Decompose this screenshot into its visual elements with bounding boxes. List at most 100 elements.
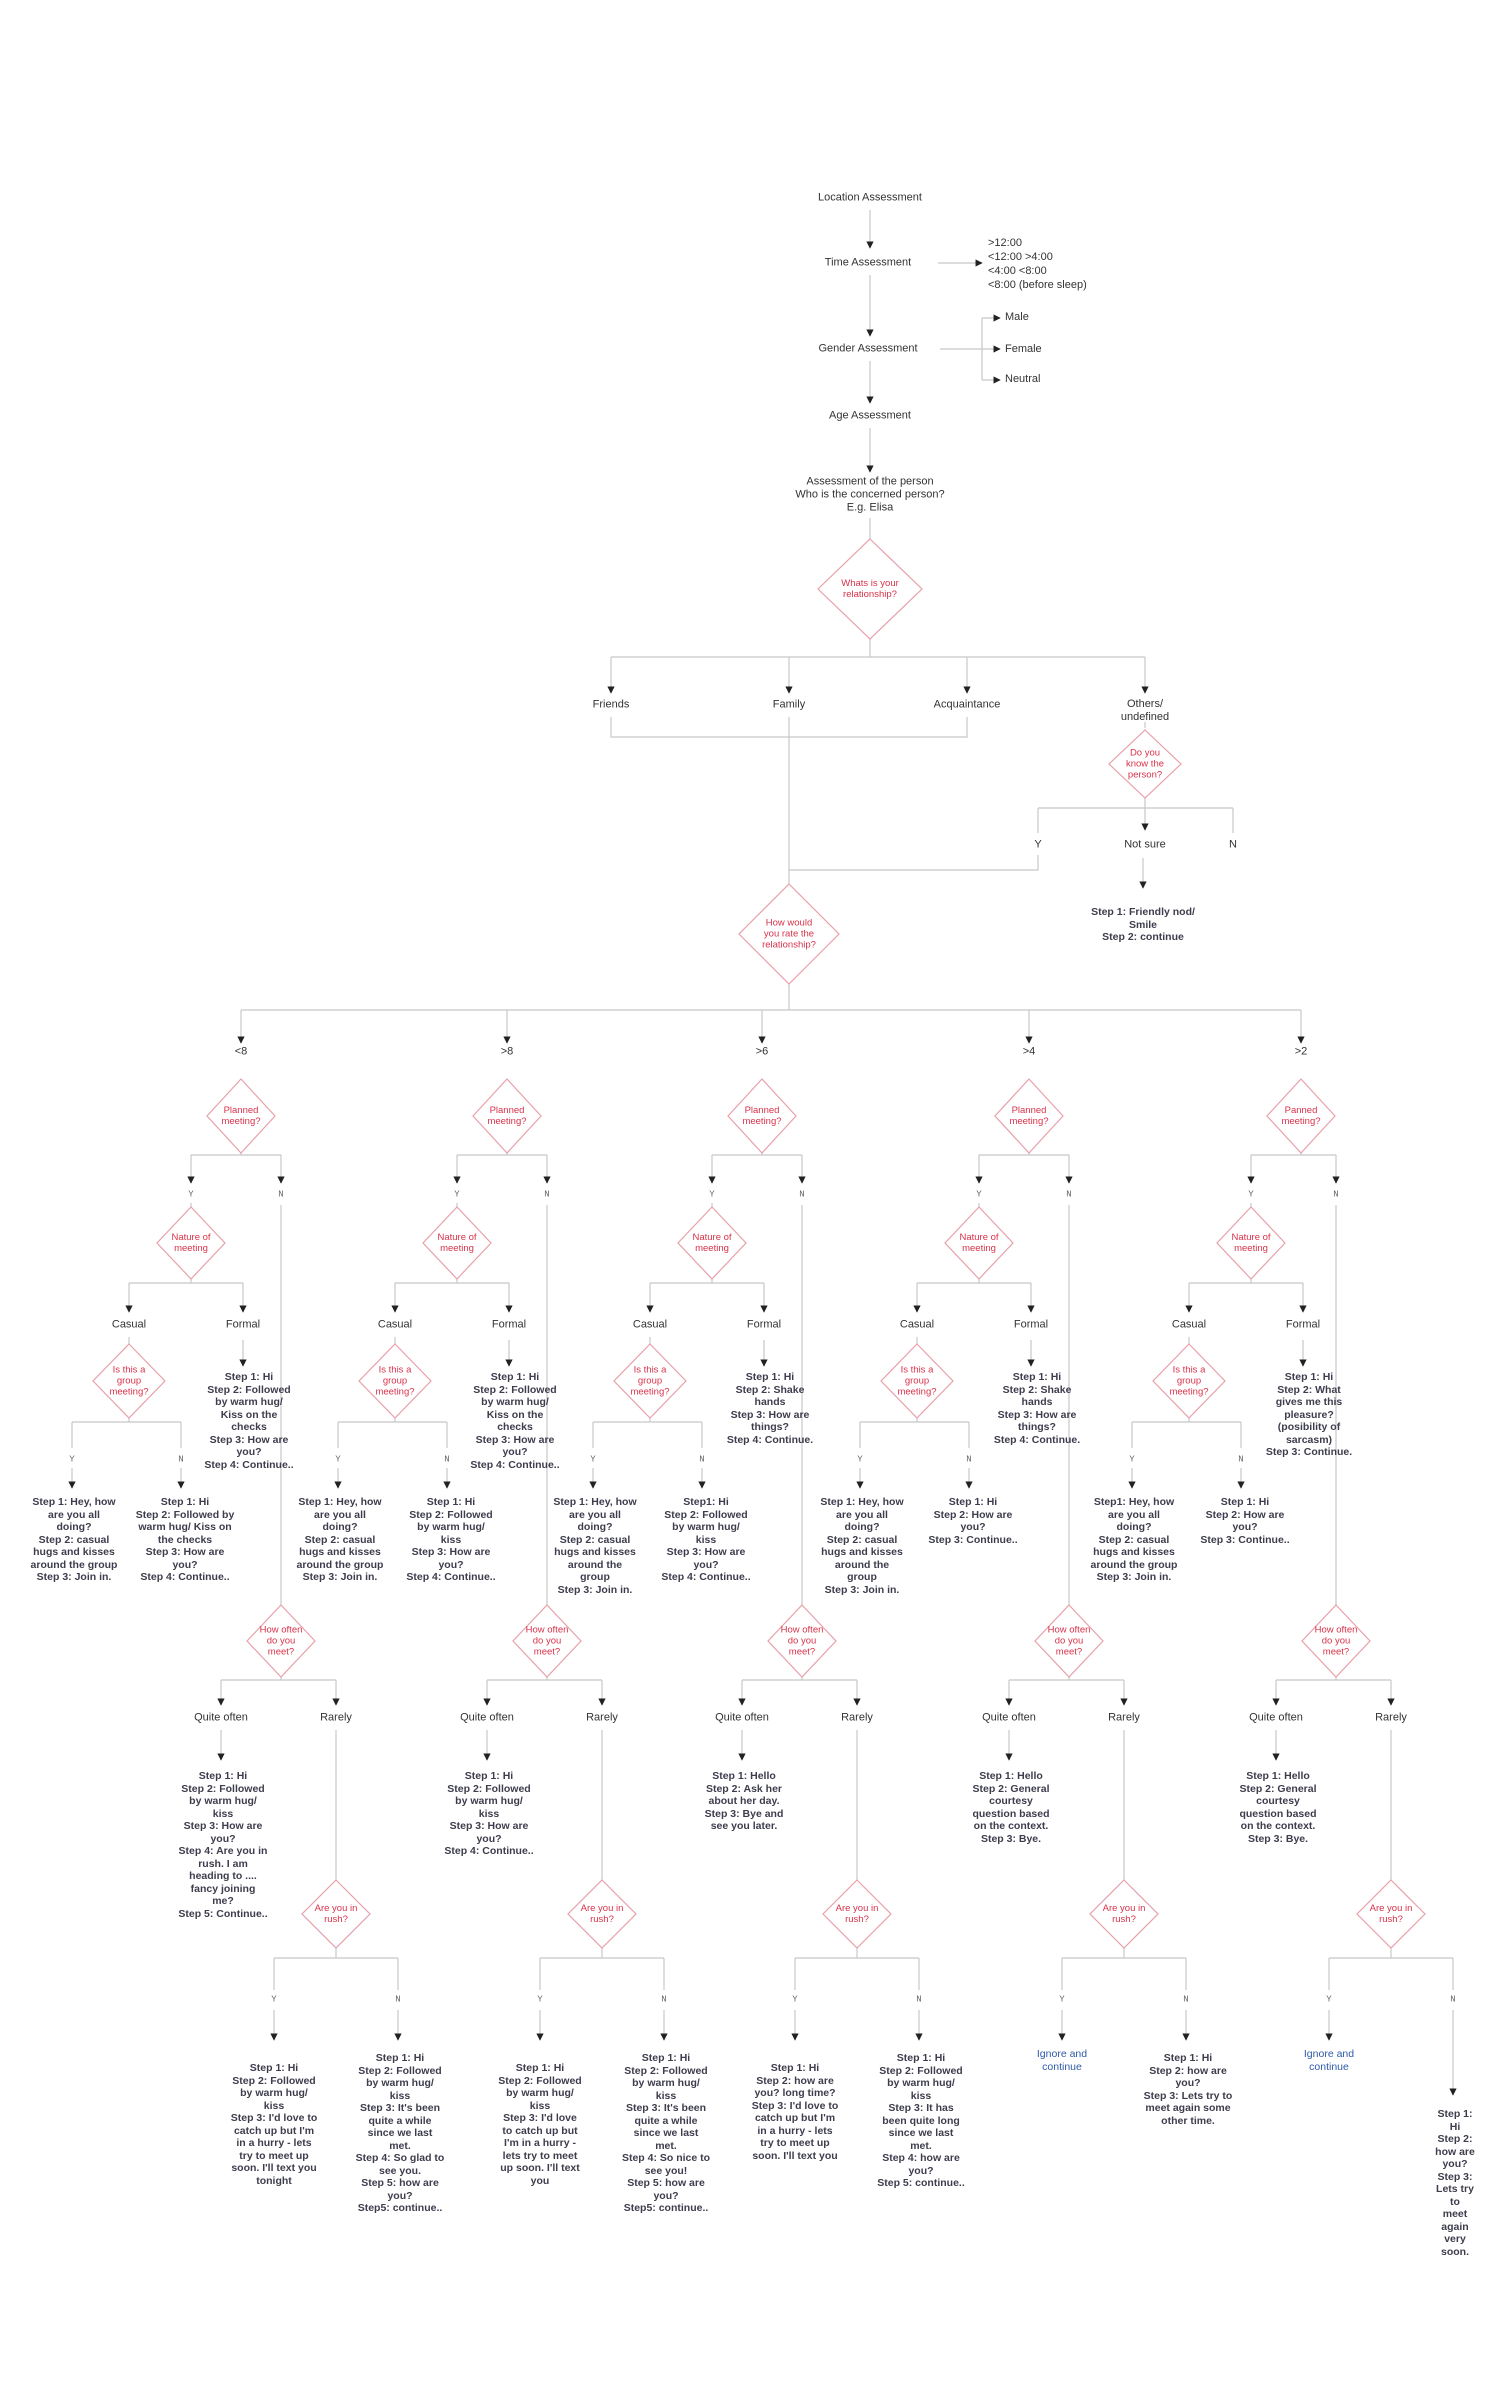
- formal-label: Formal: [1285, 1318, 1321, 1331]
- planned-meeting-question: Planned meeting?: [487, 1105, 527, 1127]
- rush-no-steps: Step 1: Hi Step 2: how are you? Step 3: …: [1435, 2108, 1475, 2258]
- quite-often-steps: Step 1: Hello Step 2: General courtesy q…: [1239, 1770, 1317, 1845]
- formal-steps: Step 1: Hi Step 2: What gives me this pl…: [1265, 1371, 1353, 1458]
- planned-meeting-diamond: [206, 1078, 276, 1154]
- in-rush-diamond: [1356, 1879, 1426, 1949]
- quite-often-steps: Step 1: Hi Step 2: Followed by warm hug/…: [178, 1770, 268, 1920]
- how-often-question: How often do you meet?: [1047, 1624, 1091, 1658]
- planned-meeting-question: Planned meeting?: [1009, 1105, 1049, 1127]
- time-option: <8:00 (before sleep): [988, 279, 1087, 291]
- group-yes-steps: Step 1: Hey, how are you all doing? Step…: [30, 1496, 118, 1583]
- planned-no: N: [1333, 1189, 1339, 1200]
- casual-label: Casual: [632, 1318, 668, 1331]
- group-meeting-question: Is this a group meeting?: [630, 1364, 670, 1398]
- group-no-steps: Step1: Hi Step 2: Followed by warm hug/ …: [661, 1496, 751, 1583]
- how-often-question: How often do you meet?: [780, 1624, 824, 1658]
- group-yes-steps: Step 1: Hey, how are you all doing? Step…: [296, 1496, 384, 1583]
- know-yes: Y: [1034, 838, 1042, 851]
- rush-no-steps: Step 1: Hi Step 2: Followed by warm hug/…: [621, 2052, 711, 2214]
- age-assessment: Age Assessment: [829, 409, 911, 422]
- group-no: N: [178, 1454, 184, 1465]
- quite-often-label: Quite often: [982, 1711, 1036, 1724]
- planned-meeting-diamond: [994, 1078, 1064, 1154]
- casual-label: Casual: [111, 1318, 147, 1331]
- time-option: >12:00: [988, 237, 1022, 249]
- quite-often-label: Quite often: [194, 1711, 248, 1724]
- rush-yes-steps: Step 1: Hi Step 2: Followed by warm hug/…: [498, 2062, 582, 2187]
- know-no: N: [1229, 838, 1237, 851]
- gender-assessment: Gender Assessment: [818, 342, 918, 355]
- gender-option-neutral: Neutral: [1005, 373, 1041, 385]
- rush-yes: Y: [271, 1994, 277, 2005]
- in-rush-question: Are you in rush?: [835, 1903, 879, 1925]
- rating-4: >2: [1294, 1045, 1308, 1058]
- know-person-diamond: [1108, 729, 1182, 799]
- casual-label: Casual: [1171, 1318, 1207, 1331]
- how-often-diamond: [1301, 1604, 1371, 1678]
- group-meeting-question: Is this a group meeting?: [897, 1364, 937, 1398]
- know-person-question: Do you know the person?: [1125, 747, 1165, 781]
- rush-yes-steps: Step 1: Hi Step 2: how are you? long tim…: [751, 2062, 839, 2162]
- quite-often-label: Quite often: [1249, 1711, 1303, 1724]
- group-yes: Y: [69, 1454, 75, 1465]
- rarely-label: Rarely: [1375, 1711, 1407, 1724]
- how-often-question: How often do you meet?: [259, 1624, 303, 1658]
- group-yes: Y: [335, 1454, 341, 1465]
- planned-meeting-question: Planned meeting?: [742, 1105, 782, 1127]
- rush-yes: Y: [792, 1994, 798, 2005]
- nature-of-meeting-question: Nature of meeting: [437, 1232, 477, 1254]
- formal-label: Formal: [746, 1318, 782, 1331]
- in-rush-question: Are you in rush?: [1369, 1903, 1413, 1925]
- nature-of-meeting-diamond: [677, 1206, 747, 1280]
- rush-yes: Y: [1326, 1994, 1332, 2005]
- rush-yes-steps: Step 1: Hi Step 2: Followed by warm hug/…: [230, 2062, 318, 2187]
- formal-label: Formal: [1013, 1318, 1049, 1331]
- know-not-sure-steps: Step 1: Friendly nod/ Smile Step 2: cont…: [1091, 906, 1195, 943]
- group-no-steps: Step 1: Hi Step 2: Followed by warm hug/…: [406, 1496, 496, 1583]
- rarely-label: Rarely: [841, 1711, 873, 1724]
- in-rush-diamond: [301, 1879, 371, 1949]
- gender-option-female: Female: [1005, 343, 1042, 355]
- casual-label: Casual: [899, 1318, 935, 1331]
- rate-relationship-question: How would you rate the relationship?: [762, 917, 816, 951]
- nature-of-meeting-diamond: [1216, 1206, 1286, 1280]
- planned-yes: Y: [188, 1189, 194, 1200]
- rush-yes: Y: [1059, 1994, 1065, 2005]
- relationship-friends: Friends: [592, 698, 630, 711]
- rating-1: >8: [500, 1045, 514, 1058]
- planned-meeting-diamond: [727, 1078, 797, 1154]
- quite-often-steps: Step 1: Hello Step 2: General courtesy q…: [972, 1770, 1050, 1845]
- rarely-label: Rarely: [320, 1711, 352, 1724]
- rating-0: <8: [234, 1045, 248, 1058]
- relationship-others: Others/ undefined: [1120, 698, 1170, 723]
- time-assessment: Time Assessment: [824, 256, 912, 269]
- group-no-steps: Step 1: Hi Step 2: How are you? Step 3: …: [1200, 1496, 1290, 1546]
- quite-often-label: Quite often: [715, 1711, 769, 1724]
- how-often-diamond: [512, 1604, 582, 1678]
- formal-label: Formal: [491, 1318, 527, 1331]
- group-no-steps: Step 1: Hi Step 2: How are you? Step 3: …: [928, 1496, 1018, 1546]
- formal-steps: Step 1: Hi Step 2: Followed by warm hug/…: [470, 1371, 560, 1471]
- nature-of-meeting-diamond: [422, 1206, 492, 1280]
- planned-meeting-diamond: [472, 1078, 542, 1154]
- rate-relationship-diamond: [738, 883, 840, 985]
- gender-option-male: Male: [1005, 311, 1029, 323]
- group-no: N: [1238, 1454, 1244, 1465]
- know-not-sure: Not sure: [1124, 838, 1166, 851]
- in-rush-diamond: [567, 1879, 637, 1949]
- person-assessment: Assessment of the person Who is the conc…: [795, 475, 945, 514]
- group-no: N: [699, 1454, 705, 1465]
- group-yes: Y: [1129, 1454, 1135, 1465]
- planned-yes: Y: [976, 1189, 982, 1200]
- group-meeting-question: Is this a group meeting?: [375, 1364, 415, 1398]
- group-no: N: [966, 1454, 972, 1465]
- rush-no-steps: Step 1: Hi Step 2: Followed by warm hug/…: [355, 2052, 445, 2214]
- relationship-acquaintance: Acquaintance: [933, 698, 1001, 711]
- rating-2: >6: [755, 1045, 769, 1058]
- planned-meeting-diamond: [1266, 1078, 1336, 1154]
- planned-yes: Y: [1248, 1189, 1254, 1200]
- rush-yes-steps: Ignore and continue: [1036, 2048, 1088, 2073]
- nature-of-meeting-question: Nature of meeting: [959, 1232, 999, 1254]
- group-meeting-diamond: [880, 1343, 954, 1419]
